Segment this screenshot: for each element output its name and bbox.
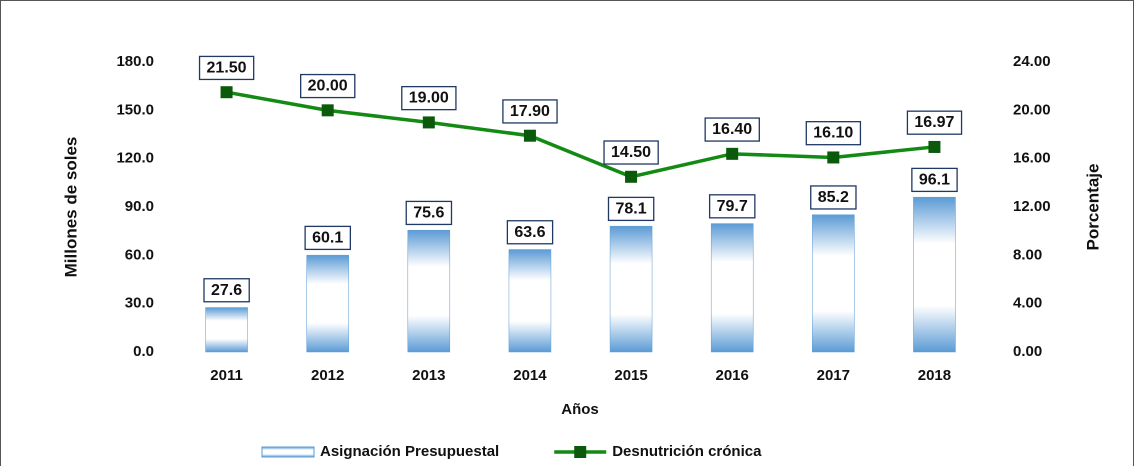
bar — [205, 307, 248, 353]
y2-tick-label: 16.00 — [1013, 150, 1051, 167]
bar — [508, 249, 552, 353]
data-label: 79.7 — [717, 198, 748, 215]
data-label-box — [502, 99, 558, 124]
marker — [523, 129, 536, 142]
marker — [928, 140, 941, 153]
data-label: 17.90 — [510, 103, 550, 120]
bar — [710, 223, 754, 353]
y-tick-label: 30.0 — [125, 295, 154, 312]
y-tick-label: 180.0 — [116, 53, 154, 70]
y-tick-label: 0.0 — [133, 343, 154, 360]
marker — [625, 170, 638, 183]
legend-label: Asignación Presupuestal — [320, 443, 499, 460]
data-label: 16.97 — [914, 114, 954, 131]
x-tick-label: 2018 — [918, 367, 951, 384]
data-label: 19.00 — [409, 90, 449, 107]
legend-marker — [574, 446, 587, 458]
marker — [220, 86, 233, 99]
data-label: 75.6 — [413, 204, 444, 221]
data-label-box — [506, 220, 554, 245]
data-label: 14.50 — [611, 144, 651, 161]
y2-tick-label: 24.00 — [1013, 53, 1051, 70]
marker — [321, 104, 334, 117]
y2-tick-label: 0.00 — [1013, 343, 1042, 360]
y-axis-title: Millones de soles — [61, 137, 80, 278]
data-label: 20.00 — [308, 78, 348, 95]
x-tick-label: 2011 — [210, 367, 243, 384]
x-axis-title: Años — [561, 401, 599, 418]
data-label: 96.1 — [919, 171, 950, 188]
data-label-box — [805, 121, 862, 146]
y2-tick-label: 20.00 — [1013, 101, 1051, 118]
y2-axis-title: Porcentaje — [1083, 164, 1102, 251]
data-label-box — [300, 73, 356, 99]
data-label-box — [607, 196, 655, 222]
bar — [306, 254, 349, 353]
bar — [407, 229, 451, 353]
data-label: 78.1 — [615, 200, 646, 217]
data-label-box — [810, 185, 857, 210]
data-label-box — [198, 55, 255, 81]
legend-label: Desnutrición crónica — [612, 443, 762, 460]
bar — [812, 214, 855, 353]
y-tick-label: 90.0 — [125, 198, 154, 215]
data-label-box — [708, 194, 756, 219]
x-tick-label: 2017 — [817, 367, 850, 384]
x-tick-label: 2015 — [614, 367, 647, 384]
data-label-box — [203, 278, 250, 303]
data-label: 16.10 — [813, 125, 853, 142]
data-label: 21.50 — [207, 59, 247, 76]
y-tick-label: 60.0 — [125, 246, 154, 263]
y-tick-label: 120.0 — [116, 150, 154, 167]
y2-tick-label: 12.00 — [1013, 198, 1051, 215]
x-tick-label: 2014 — [513, 367, 547, 384]
data-label: 27.6 — [211, 282, 242, 299]
bar — [913, 196, 956, 353]
y2-tick-label: 8.00 — [1013, 246, 1042, 263]
data-label: 60.1 — [312, 229, 343, 246]
data-label-box — [911, 167, 958, 193]
line — [226, 90, 935, 179]
data-label: 85.2 — [818, 189, 849, 206]
data-label-box — [304, 225, 352, 251]
data-label-box — [603, 140, 659, 165]
bar — [609, 225, 653, 353]
marker — [827, 151, 840, 164]
marker — [726, 147, 739, 160]
data-label-box — [405, 200, 453, 226]
data-label: 16.40 — [712, 121, 752, 138]
data-label: 63.6 — [514, 224, 545, 241]
x-tick-label: 2012 — [311, 367, 344, 384]
x-tick-label: 2013 — [412, 367, 445, 384]
data-label-box — [906, 110, 963, 135]
legend-swatch — [261, 446, 315, 458]
data-label-box — [401, 85, 457, 111]
x-tick-label: 2016 — [716, 367, 749, 384]
y2-tick-label: 4.00 — [1013, 295, 1042, 312]
marker — [422, 116, 435, 129]
data-label-box — [704, 117, 760, 142]
y-tick-label: 150.0 — [116, 101, 154, 118]
